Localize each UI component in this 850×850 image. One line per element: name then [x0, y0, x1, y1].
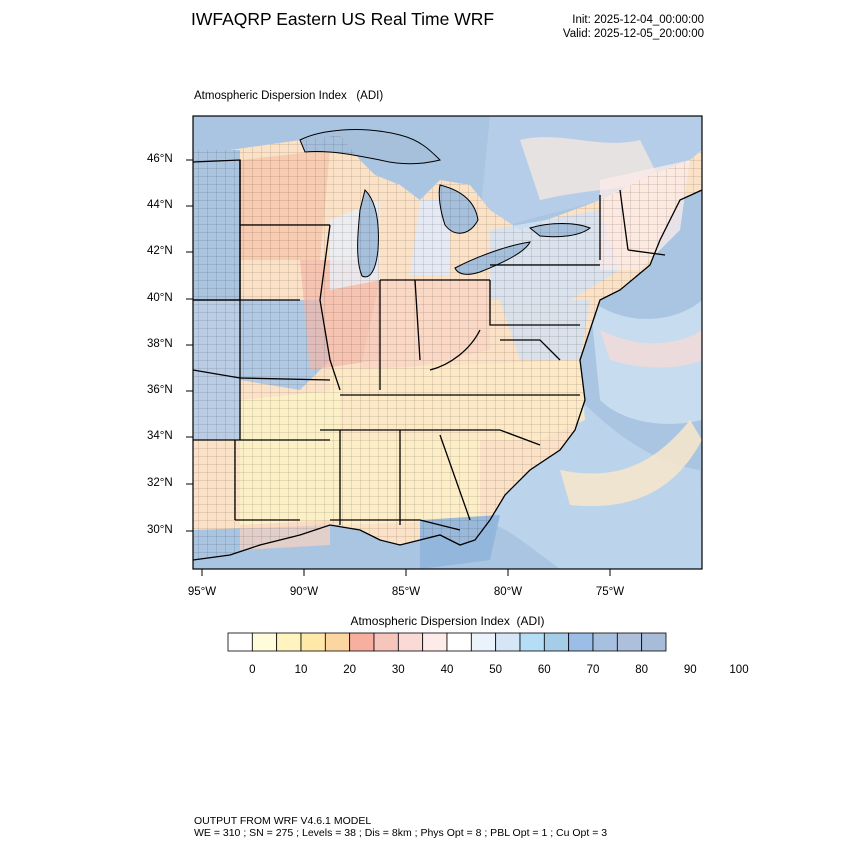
map-field [193, 116, 702, 569]
legend-swatch [276, 632, 302, 652]
legend-swatch [300, 632, 326, 652]
model-config: WE = 310 ; SN = 275 ; Levels = 38 ; Dis … [194, 827, 608, 839]
offshore-warm-streak [600, 330, 702, 368]
lat-label-40: 40°N [147, 292, 173, 304]
lat-ticks [186, 159, 193, 532]
map-title: IWFAQRP Eastern US Real Time WRF [191, 9, 495, 29]
legend-tick-label: 50 [489, 664, 503, 676]
legend-tick-label: 60 [537, 664, 551, 676]
offshore-warm-band [560, 420, 702, 507]
legend-swatch [227, 632, 253, 652]
legend-swatch [324, 632, 351, 652]
legend-tick-label: 30 [391, 664, 405, 676]
lon-label-80: 80°W [493, 586, 523, 598]
legend-title: Atmospheric Dispersion Index (ADI) [350, 614, 545, 628]
legend-tick-label: 100 [729, 664, 749, 676]
lat-label-46: 46°N [147, 153, 173, 165]
county-lines [193, 135, 702, 560]
legend-swatch [568, 632, 594, 652]
legend-swatch [543, 632, 570, 652]
legend-swatch [641, 632, 667, 652]
legend-tick-label: 0 [249, 664, 256, 676]
init-time: Init: 2025-12-04_00:00:00 [572, 14, 704, 26]
legend-swatch [373, 632, 399, 652]
legend-swatch [422, 632, 448, 652]
valid-time: Valid: 2025-12-05_20:00:00 [562, 28, 704, 40]
legend-swatch [446, 632, 472, 652]
legend-tick-label: 70 [586, 664, 600, 676]
state-boundaries [193, 159, 666, 531]
legend-swatch [519, 632, 545, 652]
legend-tick-label: 90 [683, 664, 697, 676]
legend-swatch [251, 632, 278, 652]
model-version: OUTPUT FROM WRF V4.6.1 MODEL [194, 815, 372, 827]
legend-swatch [592, 632, 618, 652]
legend-colorbar [227, 632, 667, 652]
lat-label-42: 42°N [147, 245, 173, 257]
model-info: OUTPUT FROM WRF V4.6.1 MODEL WE = 310 ; … [194, 815, 607, 839]
legend-swatch [470, 632, 497, 652]
legend-tick-label: 20 [343, 664, 357, 676]
map-subtitle: Atmospheric Dispersion Index (ADI) [194, 90, 384, 102]
legend-swatch [616, 632, 643, 652]
map-frame [192, 115, 703, 570]
lon-ticks [201, 569, 611, 576]
lat-label-44: 44°N [147, 199, 173, 211]
lon-label-90: 90°W [289, 586, 319, 598]
lon-label-95: 95°W [187, 586, 217, 598]
lat-label-38: 38°N [147, 338, 173, 350]
legend-swatch [397, 632, 424, 652]
lat-label-32: 32°N [147, 477, 173, 489]
legend-tick-label: 40 [440, 664, 454, 676]
lat-label-30: 30°N [147, 524, 173, 536]
legend-swatch [495, 632, 521, 652]
run-info: Init: 2025-12-04_00:00:00 Valid: 2025-12… [563, 13, 704, 41]
legend-tick-label: 80 [635, 664, 649, 676]
legend-tick-label: 10 [294, 664, 308, 676]
legend-swatch [349, 632, 375, 652]
lat-label-36: 36°N [147, 384, 173, 396]
coastline [193, 189, 702, 561]
lon-label-85: 85°W [391, 586, 421, 598]
lon-label-75: 75°W [595, 586, 625, 598]
lat-label-34: 34°N [147, 430, 173, 442]
